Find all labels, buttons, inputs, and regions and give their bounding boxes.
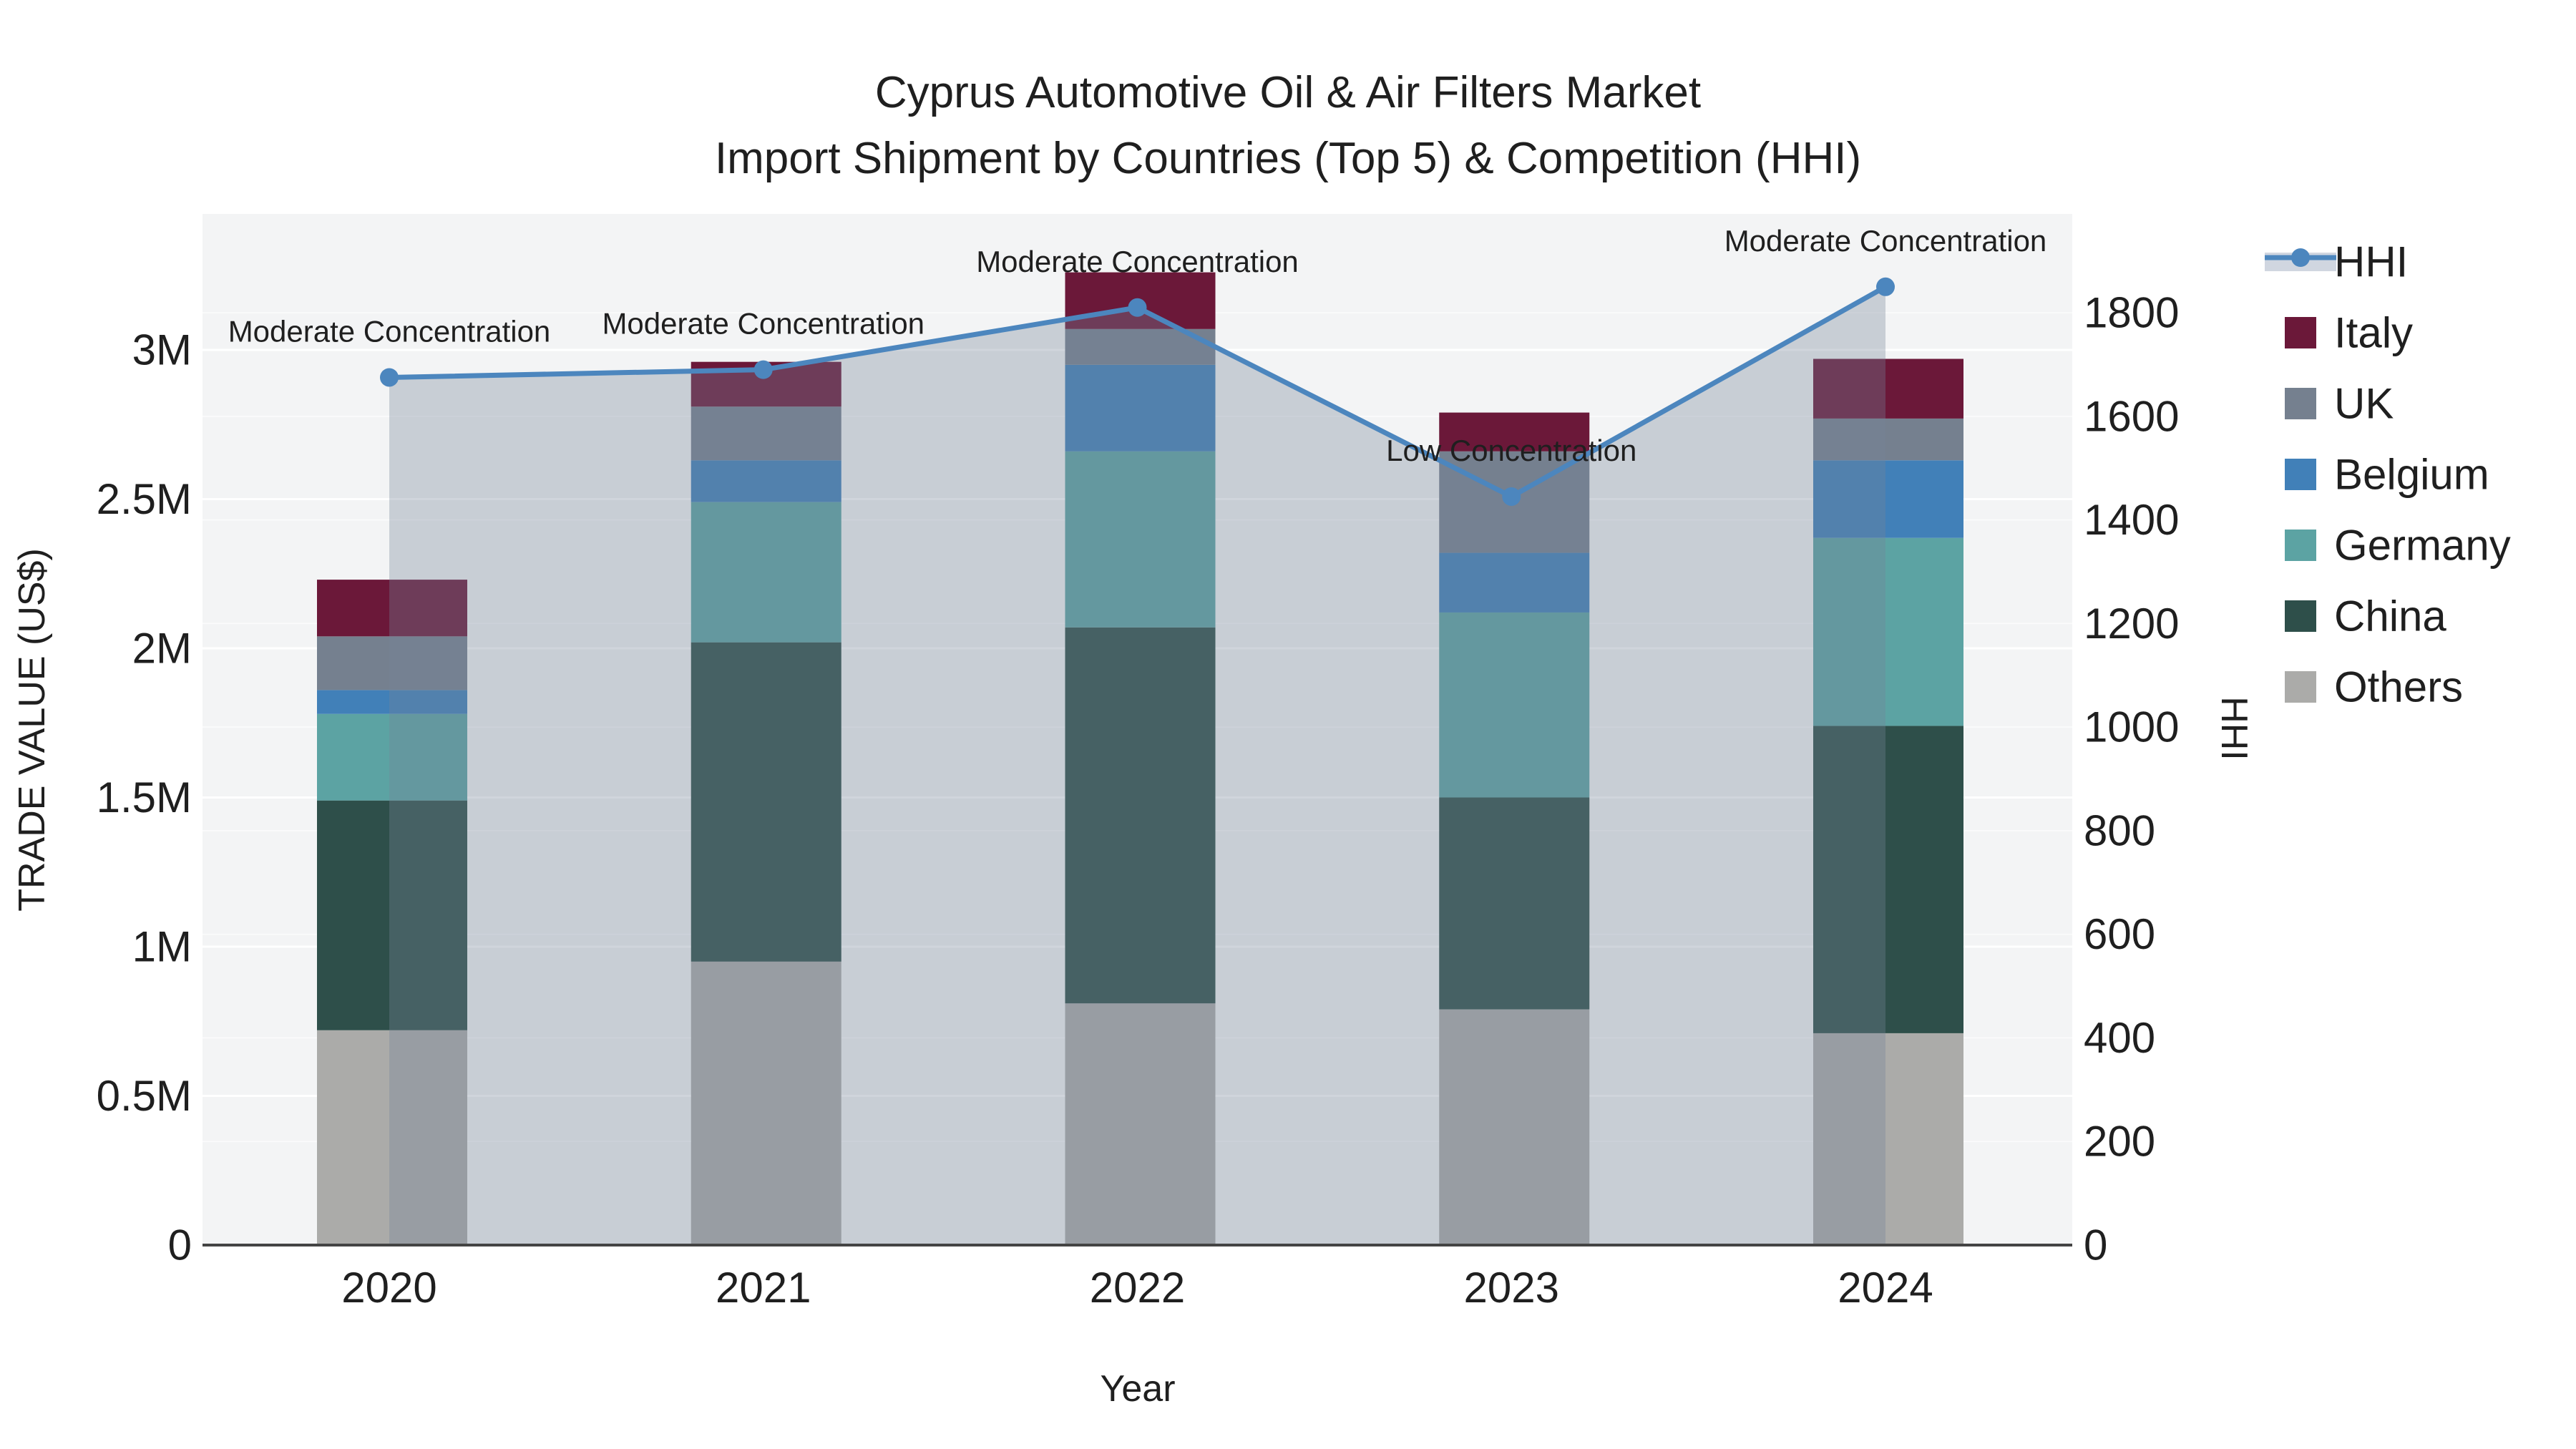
legend-label-germany: Germany bbox=[2334, 522, 2511, 570]
bar-segment-germany-2021[interactable] bbox=[691, 502, 841, 643]
annotation-2020: Moderate Concentration bbox=[228, 314, 551, 348]
hhi-area-fill bbox=[389, 286, 1885, 1245]
hhi-line bbox=[380, 277, 1895, 506]
bar-segment-china-2023[interactable] bbox=[1439, 797, 1590, 1010]
legend-label-uk: UK bbox=[2334, 380, 2394, 428]
annotation-2023: Low Concentration bbox=[1386, 434, 1636, 467]
legend-item-italy[interactable]: Italy bbox=[2285, 309, 2413, 357]
hhi-marker-2021[interactable] bbox=[753, 360, 773, 379]
bar-segment-belgium-2020[interactable] bbox=[317, 690, 467, 714]
bar-segment-china-2020[interactable] bbox=[317, 800, 467, 1030]
x-tick-2023: 2023 bbox=[1464, 1264, 1559, 1312]
bar-segment-belgium-2023[interactable] bbox=[1439, 552, 1590, 613]
bar-segment-belgium-2024[interactable] bbox=[1813, 460, 1963, 538]
legend: HHI Italy UK Belgium Germany China Others bbox=[2265, 238, 2511, 711]
bar-segment-others-2023[interactable] bbox=[1439, 1009, 1590, 1245]
y-left-tick-0: 0 bbox=[168, 1221, 192, 1269]
annotation-2022: Moderate Concentration bbox=[976, 245, 1299, 278]
legend-label-china: China bbox=[2334, 592, 2446, 640]
bar-segment-belgium-2021[interactable] bbox=[691, 460, 841, 502]
bar-segment-italy-2024[interactable] bbox=[1813, 358, 1963, 419]
y-right-tick-1000: 1000 bbox=[2084, 703, 2179, 751]
bar-segment-others-2020[interactable] bbox=[317, 1030, 467, 1245]
legend-swatch-germany bbox=[2285, 530, 2316, 561]
bar-segment-italy-2020[interactable] bbox=[317, 580, 467, 637]
bar-segment-uk-2020[interactable] bbox=[317, 636, 467, 691]
x-tick-2021: 2021 bbox=[716, 1264, 811, 1312]
left-axis-title: TRADE VALUE (US$) bbox=[11, 548, 53, 912]
hhi-marker-2022[interactable] bbox=[1128, 298, 1147, 317]
legend-item-others[interactable]: Others bbox=[2285, 663, 2463, 711]
legend-label-hhi: HHI bbox=[2334, 238, 2408, 286]
y-right-tick-1400: 1400 bbox=[2084, 496, 2179, 544]
bar-segment-germany-2020[interactable] bbox=[317, 713, 467, 801]
annotation-2021: Moderate Concentration bbox=[602, 307, 924, 341]
y-right-tick-800: 800 bbox=[2084, 806, 2155, 854]
bar-segment-germany-2022[interactable] bbox=[1065, 451, 1216, 628]
annotations: Moderate Concentration Moderate Concentra… bbox=[228, 224, 2047, 467]
hhi-marker-2023[interactable] bbox=[1502, 487, 1521, 506]
x-axis-title: Year bbox=[1100, 1368, 1175, 1410]
bar-segment-others-2024[interactable] bbox=[1813, 1033, 1963, 1245]
bar-segment-germany-2024[interactable] bbox=[1813, 537, 1963, 726]
bar-segment-uk-2024[interactable] bbox=[1813, 418, 1963, 461]
legend-swatch-uk bbox=[2285, 388, 2316, 419]
legend-label-belgium: Belgium bbox=[2334, 451, 2489, 499]
legend-label-italy: Italy bbox=[2334, 309, 2413, 357]
y-right-tick-1600: 1600 bbox=[2084, 392, 2179, 440]
legend-item-germany[interactable]: Germany bbox=[2285, 522, 2511, 570]
y-right-tick-1200: 1200 bbox=[2084, 600, 2179, 648]
hhi-marker-2020[interactable] bbox=[380, 368, 399, 387]
legend-swatch-others bbox=[2285, 671, 2316, 703]
y-left-tick-0.5M: 0.5M bbox=[97, 1072, 192, 1120]
y-left-tick-3M: 3M bbox=[132, 326, 192, 374]
x-tick-2020: 2020 bbox=[341, 1264, 436, 1312]
y-right-tick-400: 400 bbox=[2084, 1014, 2155, 1062]
chart-title-line2: Import Shipment by Countries (Top 5) & C… bbox=[715, 134, 1861, 183]
y-left-tick-2.5M: 2.5M bbox=[97, 475, 192, 523]
bar-segment-uk-2021[interactable] bbox=[691, 406, 841, 461]
legend-label-others: Others bbox=[2334, 663, 2463, 711]
bar-segment-china-2022[interactable] bbox=[1065, 627, 1216, 1004]
legend-swatch-belgium bbox=[2285, 459, 2316, 490]
y-left-tick-2M: 2M bbox=[132, 625, 192, 673]
bar-segment-others-2022[interactable] bbox=[1065, 1003, 1216, 1245]
bar-segment-germany-2023[interactable] bbox=[1439, 612, 1590, 798]
hhi-area-polygon[interactable] bbox=[389, 286, 1885, 1245]
y-right-tick-600: 600 bbox=[2084, 910, 2155, 958]
y-right-tick-1800: 1800 bbox=[2084, 289, 2179, 337]
y-right-tick-0: 0 bbox=[2084, 1221, 2107, 1269]
legend-item-hhi[interactable]: HHI bbox=[2265, 238, 2408, 286]
y-left-tick-1.5M: 1.5M bbox=[97, 774, 192, 821]
legend-hhi-marker-swatch bbox=[2291, 248, 2310, 267]
bar-segment-china-2021[interactable] bbox=[691, 642, 841, 962]
bar-segment-china-2024[interactable] bbox=[1813, 726, 1963, 1033]
x-tick-2024: 2024 bbox=[1838, 1264, 1933, 1312]
y-right-tick-200: 200 bbox=[2084, 1118, 2155, 1166]
legend-item-uk[interactable]: UK bbox=[2285, 380, 2394, 428]
bar-segment-italy-2023[interactable] bbox=[1439, 412, 1590, 452]
bar-segment-others-2021[interactable] bbox=[691, 961, 841, 1245]
hhi-marker-2024[interactable] bbox=[1876, 277, 1895, 296]
annotation-2024: Moderate Concentration bbox=[1724, 224, 2047, 258]
axis-ticks: 0 0.5M 1M 1.5M 2M 2.5M 3M 0 200 400 600 800 1000 1200… bbox=[97, 289, 2180, 1312]
legend-item-belgium[interactable]: Belgium bbox=[2285, 451, 2489, 499]
legend-swatch-china bbox=[2285, 600, 2316, 632]
bar-segment-belgium-2022[interactable] bbox=[1065, 364, 1216, 452]
right-axis-title: HHI bbox=[2213, 696, 2255, 761]
legend-swatch-italy bbox=[2285, 317, 2316, 348]
y-left-tick-1M: 1M bbox=[132, 923, 192, 971]
stacked-bars bbox=[317, 272, 1963, 1245]
chart-title-line1: Cyprus Automotive Oil & Air Filters Mark… bbox=[875, 68, 1701, 117]
x-tick-2022: 2022 bbox=[1090, 1264, 1185, 1312]
legend-item-china[interactable]: China bbox=[2285, 592, 2446, 640]
